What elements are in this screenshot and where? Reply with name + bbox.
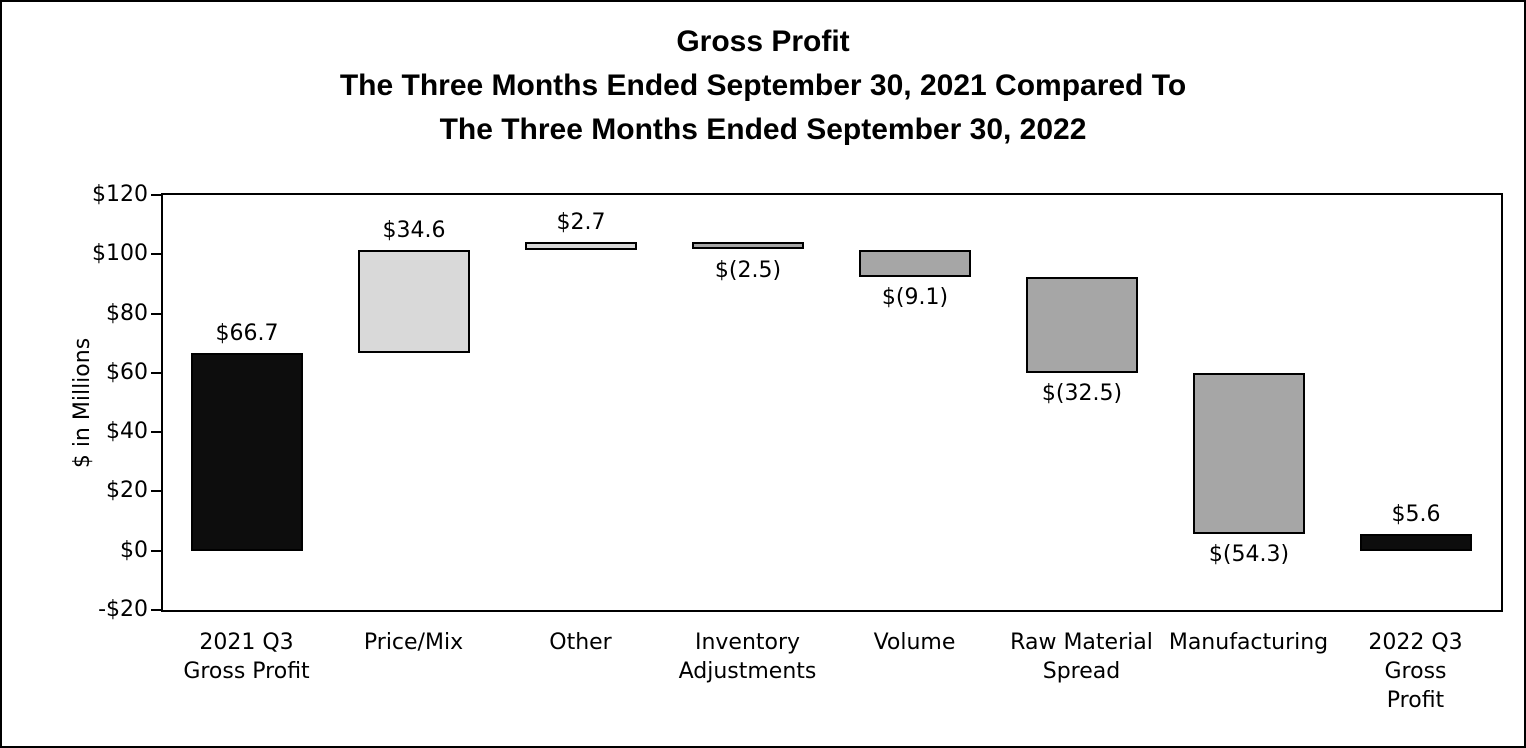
bar-volume [859, 250, 971, 277]
bar-price-mix [358, 250, 470, 353]
plot-area: $66.7 $34.6 $2.7 $(2.5) $(9.1) $(32.5) $(54.3)… [161, 193, 1503, 612]
y-axis-tick-label: $80 [106, 301, 148, 326]
x-category-label-volume: Volume [873, 630, 956, 655]
bar-value-label: $34.6 [382, 218, 446, 243]
bar-value-label: $(2.5) [714, 258, 782, 283]
y-axis-tick [151, 490, 161, 492]
bar-other [525, 242, 637, 250]
y-axis-title: $ in Millions [70, 337, 95, 469]
y-axis-tick-label: $0 [120, 538, 148, 563]
bar-value-label: $(32.5) [1041, 381, 1123, 406]
bar-2022-q3-gross-profit [1360, 534, 1472, 551]
y-axis-tick-label: $100 [92, 241, 148, 266]
bar-value-label: $66.7 [215, 321, 279, 346]
bar-value-label: $(9.1) [881, 285, 949, 310]
x-category-label-manufacturing: Manufacturing [1168, 630, 1329, 655]
x-category-label-price-mix: Price/Mix [363, 630, 464, 655]
y-axis-tick [151, 372, 161, 374]
x-category-label-2021-q3-gross-profit: 2021 Q3 Gross Profit [183, 630, 310, 684]
bar-value-label: $2.7 [556, 210, 606, 235]
x-axis-category-labels: 2021 Q3 Gross Profit Price/Mix Other Invent… [163, 628, 1499, 738]
bar-inventory-adjustments [692, 242, 804, 249]
bar-value-label: $5.6 [1391, 502, 1441, 527]
bar-value-label: $(54.3) [1208, 542, 1290, 567]
y-axis-tick-label: $60 [106, 360, 148, 385]
y-axis-tick [151, 194, 161, 196]
y-axis-tick [151, 609, 161, 611]
y-axis-tick [151, 313, 161, 315]
y-axis-tick [151, 431, 161, 433]
x-category-label-2022-q3-gross-profit: 2022 Q3 Gross Profit [1368, 630, 1463, 713]
bar-2021-q3-gross-profit [191, 353, 303, 551]
y-axis-tick [151, 253, 161, 255]
y-axis-tick-label: $20 [106, 478, 148, 503]
y-axis-tick-label: $120 [92, 182, 148, 207]
bar-manufacturing [1193, 373, 1305, 534]
y-axis-tick-label: -$20 [98, 597, 148, 622]
x-category-label-other: Other [549, 630, 612, 655]
y-axis-tick-label: $40 [106, 419, 148, 444]
x-category-label-raw-material-spread: Raw Material Spread [1010, 630, 1153, 684]
bar-raw-material-spread [1026, 277, 1138, 373]
y-axis-tick [151, 550, 161, 552]
chart-title: Gross Profit The Three Months Ended Sept… [339, 25, 1187, 146]
x-category-label-inventory-adjustments: Inventory Adjustments [678, 630, 817, 684]
